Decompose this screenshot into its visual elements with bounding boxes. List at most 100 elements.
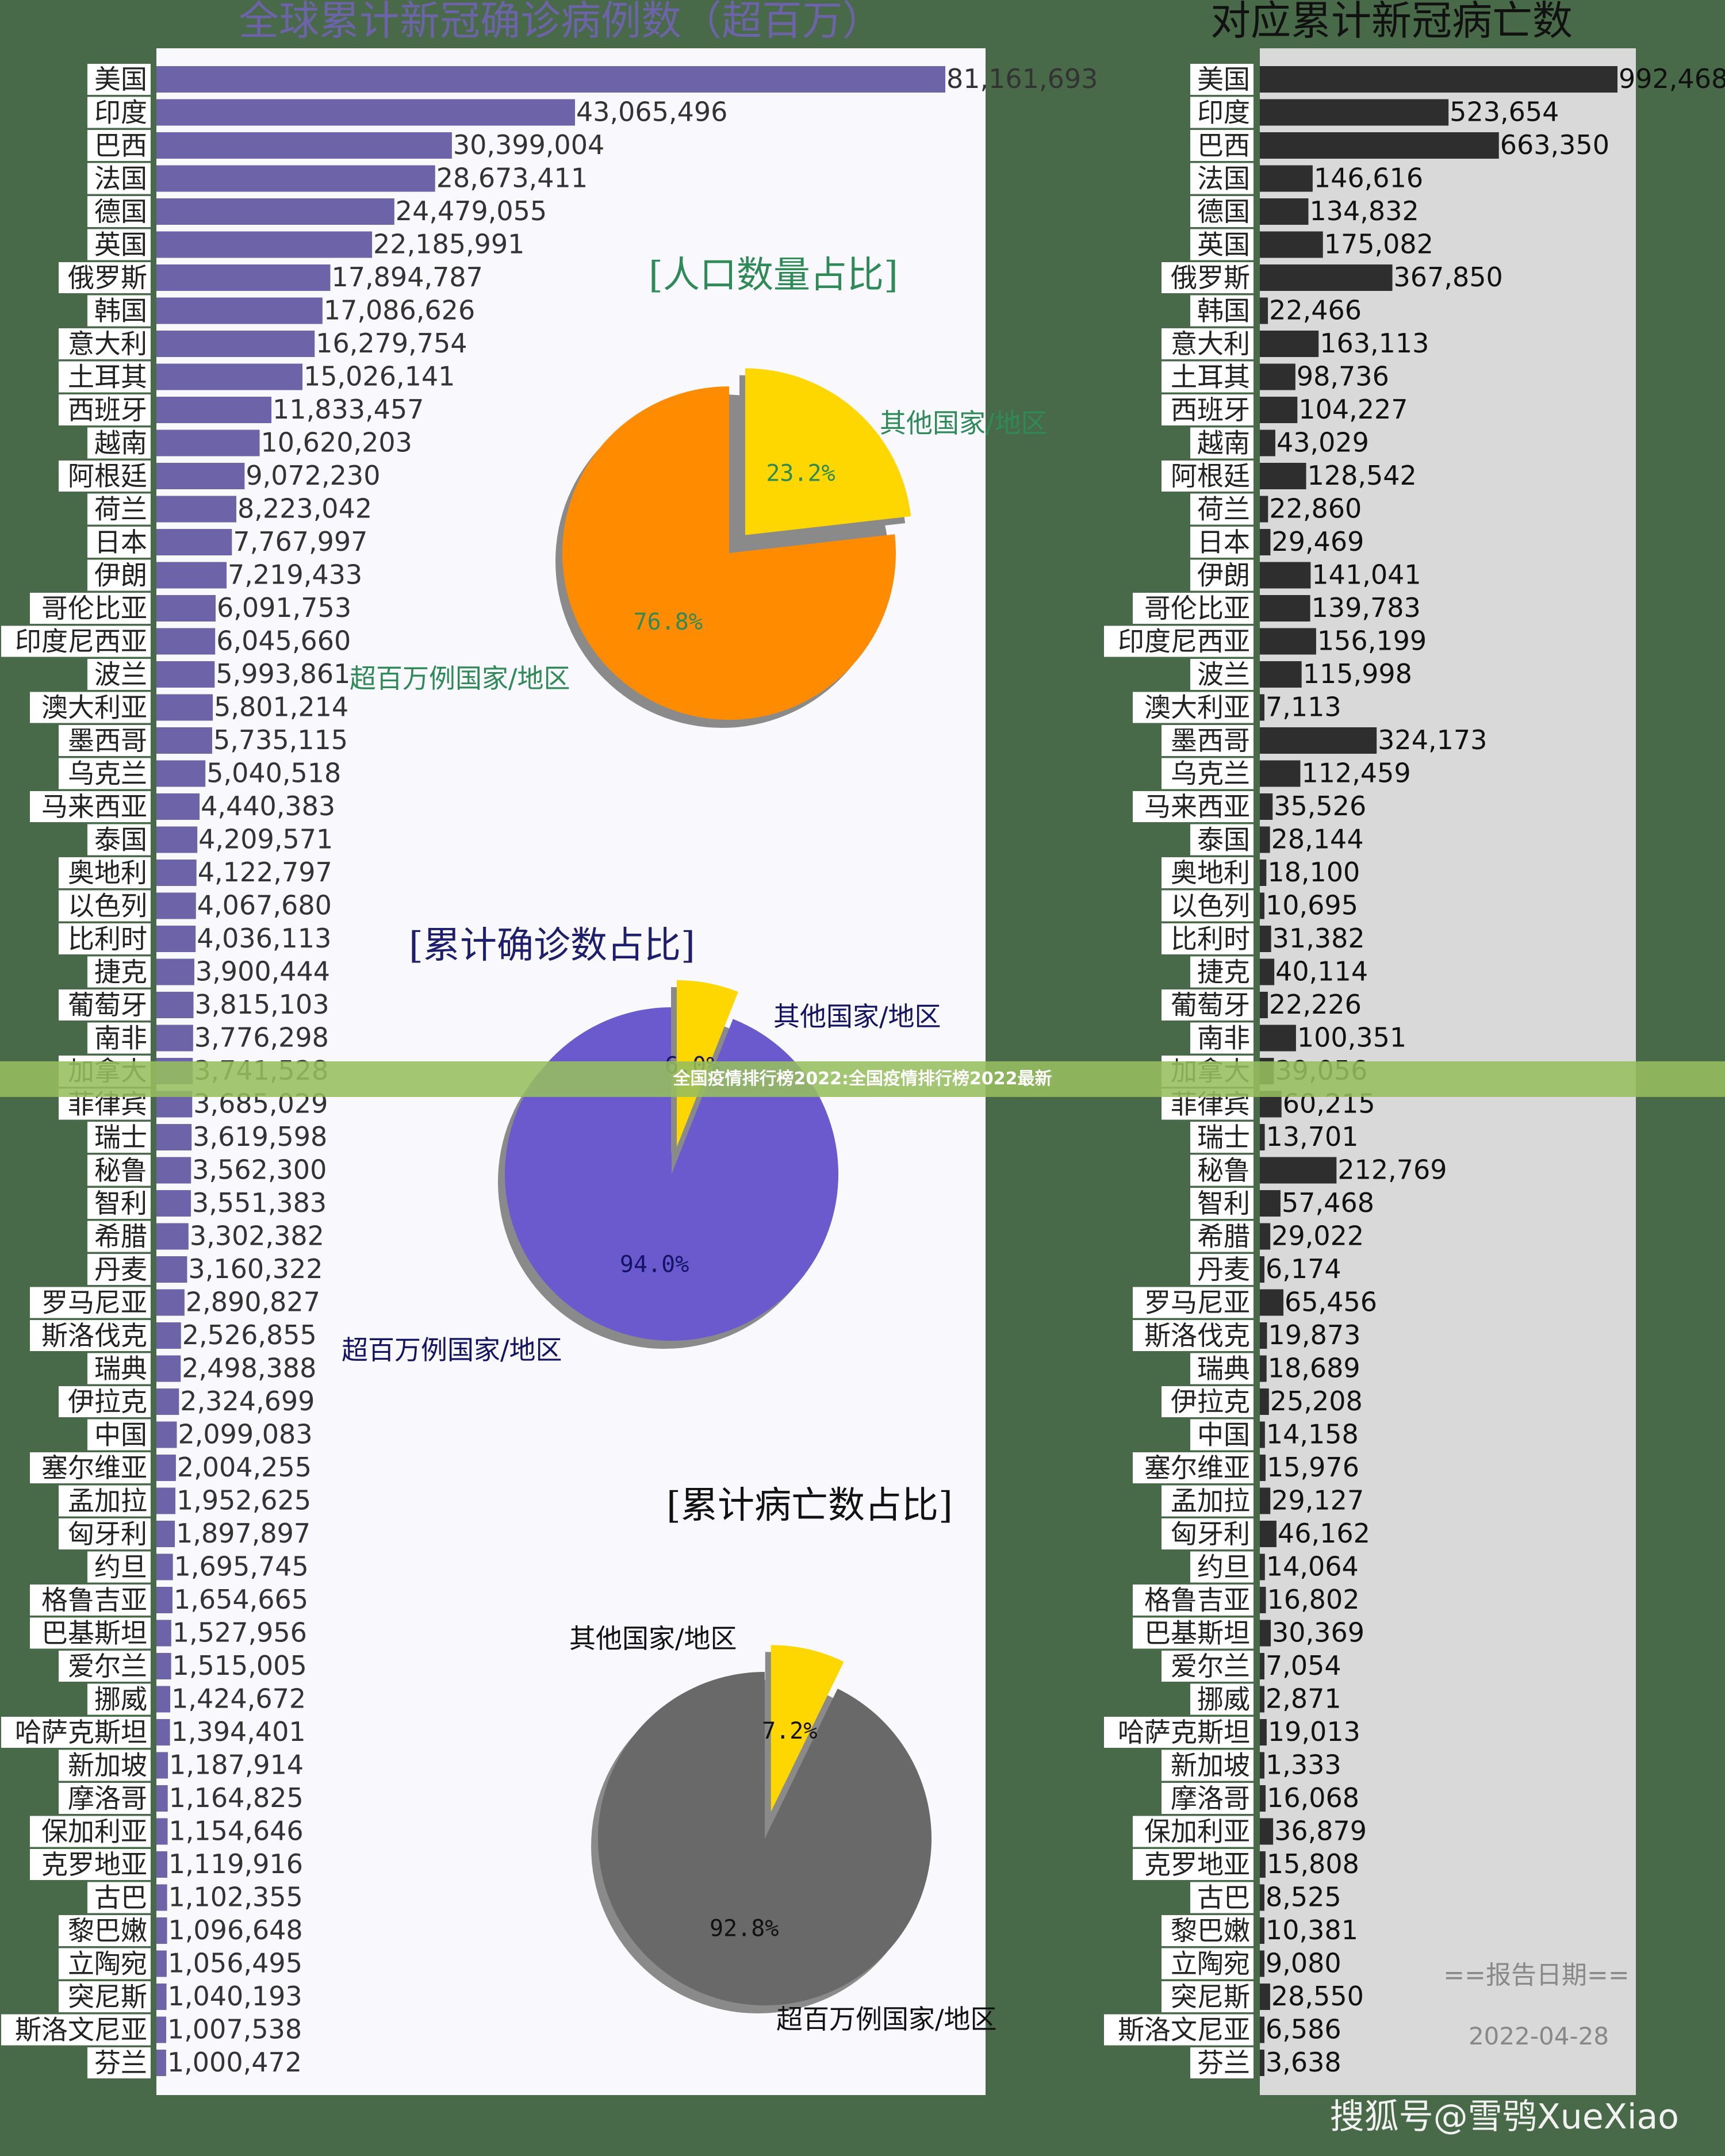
cases-value-label: 10,620,203 xyxy=(261,427,412,458)
cases-bar xyxy=(156,198,394,225)
deaths-bar xyxy=(1260,529,1271,555)
deaths-bar xyxy=(1260,760,1301,787)
deaths-category-label: 新加坡 xyxy=(1171,1750,1250,1781)
cases-category-label-bg xyxy=(59,989,151,1021)
cases-category-label-bg xyxy=(59,923,151,954)
cases-category-label: 塞尔维亚 xyxy=(41,1452,147,1483)
cases-value-label: 43,065,496 xyxy=(576,97,727,128)
deaths-value-label: 663,350 xyxy=(1500,129,1609,160)
cases-bar xyxy=(156,1289,185,1316)
cases-bar xyxy=(156,297,323,324)
cases-value-label: 1,102,355 xyxy=(168,1882,303,1913)
deaths-value-label: 523,654 xyxy=(1450,97,1559,128)
cases-bar xyxy=(156,363,303,390)
cases-bar xyxy=(156,1719,170,1745)
deaths-category-label: 瑞士 xyxy=(1197,1122,1250,1153)
cases-category-label: 乌克兰 xyxy=(68,758,147,789)
deaths-category-label-bg xyxy=(1190,1221,1254,1252)
cases-category-label-bg xyxy=(59,262,151,293)
cases-category-label-bg xyxy=(87,427,151,459)
cases-value-label: 7,767,997 xyxy=(233,526,367,557)
deaths-bar xyxy=(1260,1487,1271,1514)
cases-category-label: 匈牙利 xyxy=(68,1518,147,1549)
deaths-bar xyxy=(1260,463,1306,489)
deaths-category-label-bg xyxy=(1162,1386,1254,1417)
cases-value-label: 2,890,827 xyxy=(186,1287,320,1318)
cases-category-label: 突尼斯 xyxy=(68,1981,147,2012)
deaths-category-label-bg xyxy=(1133,593,1254,624)
cases-bar xyxy=(156,1355,181,1382)
deaths-bar xyxy=(1260,562,1311,589)
deaths-bar xyxy=(1260,958,1275,985)
deaths-bar xyxy=(1260,1884,1264,1911)
cases-category-label-bg xyxy=(59,361,151,393)
deaths-category-label-bg xyxy=(1133,1617,1254,1649)
pie-pct-major: 94.0% xyxy=(620,1252,689,1278)
deaths-bar xyxy=(1260,1289,1284,1316)
deaths-category-label-bg xyxy=(1133,1452,1254,1483)
cases-value-label: 28,673,411 xyxy=(436,163,588,194)
deaths-category-label: 葡萄牙 xyxy=(1171,989,1250,1021)
cases-category-label: 法国 xyxy=(94,163,147,194)
deaths-bar xyxy=(1260,694,1264,721)
cases-category-label-bg xyxy=(59,890,151,922)
deaths-value-label: 22,860 xyxy=(1269,493,1362,524)
deaths-category-label-bg xyxy=(1190,824,1254,856)
cases-value-label: 3,551,383 xyxy=(192,1187,327,1218)
deaths-category-label-bg xyxy=(1133,1585,1254,1616)
cases-bar xyxy=(156,1553,173,1580)
cases-bar xyxy=(156,1388,179,1415)
cases-category-label-bg xyxy=(30,1320,151,1351)
deaths-category-label-bg xyxy=(1133,1320,1254,1351)
deaths-value-label: 6,586 xyxy=(1266,2014,1341,2045)
deaths-bar xyxy=(1260,1553,1265,1580)
cases-category-label: 印度尼西亚 xyxy=(15,626,147,657)
deaths-category-label-bg xyxy=(1162,1783,1254,1814)
cases-category-label: 波兰 xyxy=(94,659,147,690)
deaths-value-label: 18,689 xyxy=(1268,1353,1360,1384)
deaths-category-label: 英国 xyxy=(1197,229,1250,260)
deaths-value-label: 22,226 xyxy=(1269,989,1362,1020)
deaths-category-label: 意大利 xyxy=(1171,328,1250,359)
deaths-category-label: 美国 xyxy=(1197,64,1250,95)
cases-category-label-bg xyxy=(30,1452,151,1483)
deaths-category-label-bg xyxy=(1190,295,1254,327)
deaths-category-label-bg xyxy=(1190,163,1254,194)
deaths-category-label-bg xyxy=(1162,1948,1254,1979)
deaths-category-label: 巴基斯坦 xyxy=(1144,1618,1250,1649)
cases-bar xyxy=(156,760,206,787)
deaths-value-label: 100,351 xyxy=(1297,1022,1406,1053)
cases-value-label: 4,036,113 xyxy=(197,923,331,954)
cases-value-label: 7,219,433 xyxy=(228,559,362,590)
deaths-value-label: 2,871 xyxy=(1266,1683,1341,1714)
deaths-category-label-bg xyxy=(1133,692,1254,723)
pie-title: [累计确诊数占比] xyxy=(409,924,695,967)
cases-bar xyxy=(156,429,260,456)
cases-category-label: 西班牙 xyxy=(68,394,147,425)
pie-slice-minor xyxy=(745,368,911,535)
deaths-category-label: 西班牙 xyxy=(1171,394,1250,425)
deaths-category-label: 墨西哥 xyxy=(1171,725,1250,756)
deaths-value-label: 14,064 xyxy=(1266,1551,1359,1582)
cases-value-label: 22,185,991 xyxy=(373,229,524,260)
deaths-category-label: 泰国 xyxy=(1197,824,1250,856)
deaths-category-label: 瑞典 xyxy=(1197,1353,1250,1384)
cases-chart-title: 全球累计新冠确诊病例数（超百万） xyxy=(239,0,883,44)
cases-bar xyxy=(156,496,237,523)
deaths-category-label: 格鲁吉亚 xyxy=(1144,1585,1250,1616)
cases-category-label: 斯洛文尼亚 xyxy=(15,2015,147,2046)
cases-bar xyxy=(156,331,315,357)
cases-category-label-bg xyxy=(59,857,151,888)
cases-category-label: 秘鲁 xyxy=(94,1155,147,1186)
deaths-category-label: 乌克兰 xyxy=(1171,758,1250,789)
cases-value-label: 5,993,861 xyxy=(216,658,350,689)
deaths-value-label: 992,468 xyxy=(1619,63,1725,94)
deaths-bar xyxy=(1260,1752,1264,1779)
deaths-value-label: 35,526 xyxy=(1274,791,1366,822)
cases-category-label: 巴西 xyxy=(94,130,147,161)
deaths-category-label-bg xyxy=(1190,1683,1254,1715)
cases-category-label: 泰国 xyxy=(94,824,147,856)
pie-label-minor: 其他国家/地区 xyxy=(773,1001,941,1032)
banner-title: 全国疫情排行榜2022:全国疫情排行榜2022最新 xyxy=(673,1069,1052,1089)
cases-category-label: 印度 xyxy=(94,97,147,128)
